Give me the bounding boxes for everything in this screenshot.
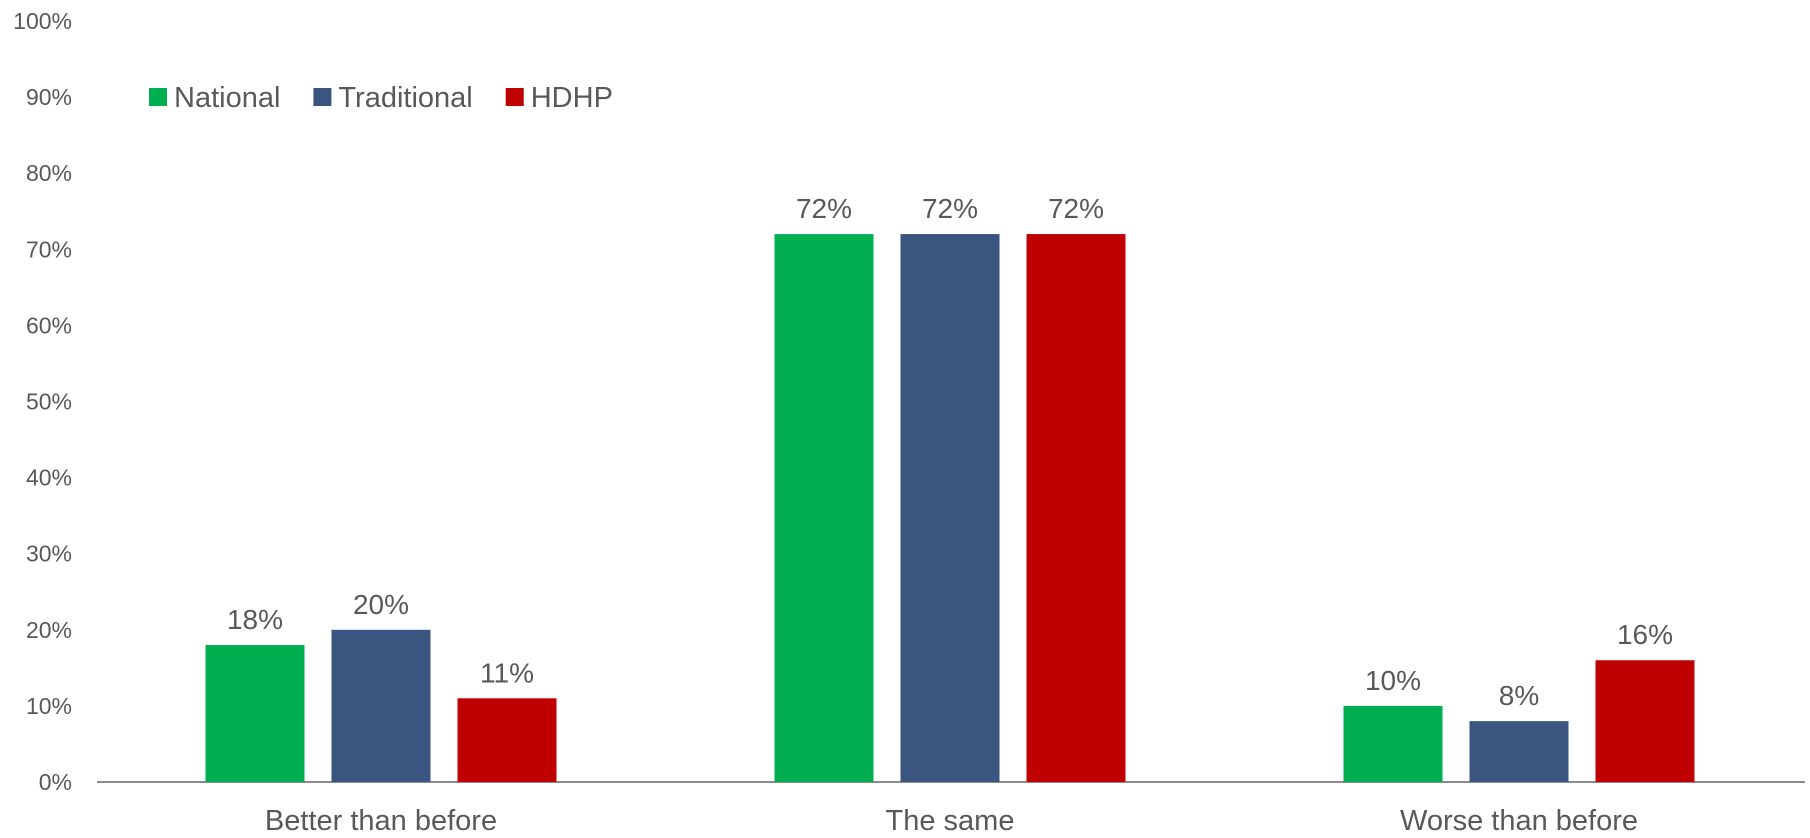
legend-label-hdhp: HDHP xyxy=(531,82,613,114)
x-category-label: Better than before xyxy=(265,805,497,837)
data-label: 72% xyxy=(1048,193,1104,224)
y-tick-label: 80% xyxy=(26,160,72,186)
legend-swatch-hdhp xyxy=(505,88,524,106)
legend-label-traditional: Traditional xyxy=(338,82,472,114)
y-tick-label: 30% xyxy=(26,541,72,567)
x-category-label: Worse than before xyxy=(1400,805,1638,837)
y-tick-label: 0% xyxy=(39,769,72,795)
y-tick-label: 70% xyxy=(26,236,72,262)
bar-national-3 xyxy=(1343,705,1443,782)
bar-hdhp-2 xyxy=(1026,234,1126,782)
bar-hdhp-1 xyxy=(457,698,557,782)
x-axis-category-labels: Better than before The same Worse than bef… xyxy=(265,805,1638,837)
bar-traditional-2 xyxy=(900,234,1000,782)
bar-national-1 xyxy=(205,645,305,782)
data-label: 8% xyxy=(1499,680,1539,711)
y-tick-label: 100% xyxy=(13,8,72,34)
y-tick-label: 60% xyxy=(26,312,72,338)
bar-traditional-3 xyxy=(1469,721,1569,782)
x-category-label: The same xyxy=(886,805,1015,837)
data-label: 18% xyxy=(227,604,283,635)
y-tick-label: 40% xyxy=(26,465,72,491)
y-tick-label: 10% xyxy=(26,693,72,719)
bar-national-2 xyxy=(774,234,874,782)
data-label: 72% xyxy=(922,193,978,224)
data-label: 16% xyxy=(1617,619,1673,650)
bar-hdhp-3 xyxy=(1595,660,1695,782)
legend-label-national: National xyxy=(174,82,280,114)
legend: National Traditional HDHP xyxy=(149,82,613,114)
y-tick-label: 20% xyxy=(26,617,72,643)
data-label: 72% xyxy=(796,193,852,224)
data-label: 10% xyxy=(1365,665,1421,696)
y-axis-tick-labels: 0% 10% 20% 30% 40% 50% 60% 70% 80% 90% 100% xyxy=(13,8,72,795)
data-label: 20% xyxy=(353,589,409,620)
y-tick-label: 50% xyxy=(26,389,72,415)
y-tick-label: 90% xyxy=(26,84,72,110)
data-label: 11% xyxy=(480,657,534,688)
legend-swatch-traditional xyxy=(313,88,332,106)
bar-group xyxy=(205,234,1695,782)
data-labels: 18% 20% 11% 72% 72% 72% 10% 8% 16% xyxy=(227,193,1673,711)
bar-traditional-1 xyxy=(331,629,431,782)
legend-swatch-national xyxy=(149,88,167,106)
